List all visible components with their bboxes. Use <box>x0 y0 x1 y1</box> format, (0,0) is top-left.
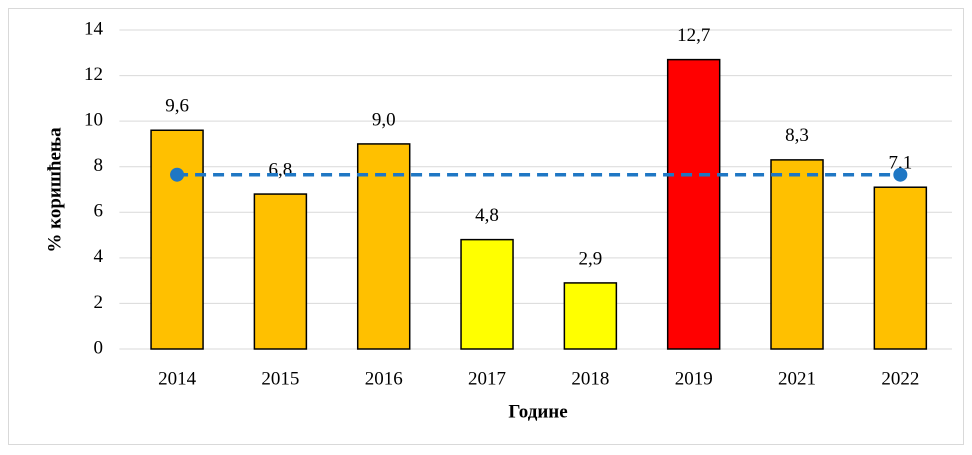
data-label: 9,0 <box>372 109 396 130</box>
data-label: 8,3 <box>785 125 809 146</box>
y-tick-label: 6 <box>94 201 104 222</box>
bar <box>770 159 824 350</box>
bar <box>666 58 721 350</box>
bar <box>150 129 204 350</box>
data-label: 7,1 <box>888 153 912 174</box>
bar <box>253 193 308 350</box>
x-tick-label: 2021 <box>778 368 816 389</box>
y-tick-label: 4 <box>94 246 104 267</box>
y-tick-label: 10 <box>84 110 103 131</box>
x-tick-label: 2014 <box>158 368 197 389</box>
x-tick-label: 2019 <box>675 368 713 389</box>
data-label: 4,8 <box>475 205 499 226</box>
data-label: 6,8 <box>269 159 293 180</box>
x-tick-label: 2016 <box>365 368 403 389</box>
data-label: 12,7 <box>677 25 710 46</box>
x-tick-label: 2017 <box>468 368 506 389</box>
average-marker <box>170 167 185 182</box>
y-tick-label: 14 <box>84 18 104 39</box>
x-tick-label: 2022 <box>881 368 919 389</box>
bar <box>563 282 618 350</box>
bar <box>873 186 928 350</box>
x-axis-label: Године <box>508 401 567 422</box>
y-tick-label: 12 <box>84 64 103 85</box>
data-label: 2,9 <box>578 248 602 269</box>
x-tick-label: 2015 <box>261 368 299 389</box>
y-tick-label: 0 <box>94 337 104 358</box>
y-axis-label: % коришћења <box>44 127 65 253</box>
y-tick-label: 8 <box>94 155 104 176</box>
bar <box>356 143 411 350</box>
bar <box>460 238 514 350</box>
average-marker <box>893 167 908 182</box>
data-label: 9,6 <box>165 96 189 117</box>
y-tick-label: 2 <box>94 292 104 313</box>
x-tick-label: 2018 <box>571 368 609 389</box>
